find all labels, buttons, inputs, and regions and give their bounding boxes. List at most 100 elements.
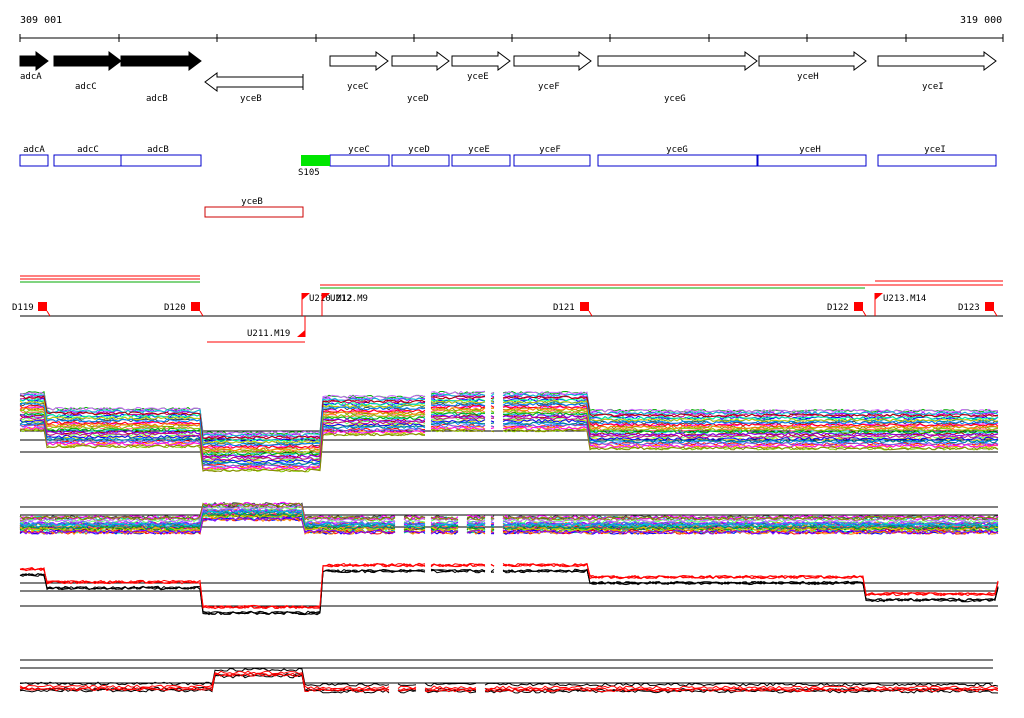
forward-box-rect-yceH[interactable] (757, 154, 867, 167)
profile-panel-2 (19, 501, 999, 536)
forward-box-rect-yceF[interactable] (513, 154, 591, 167)
forward-box-adcA[interactable]: adcA (19, 145, 49, 167)
marker-D120[interactable]: D120 (164, 302, 204, 317)
marker-tail-D121 (588, 310, 593, 317)
marker-D121[interactable]: D121 (553, 302, 593, 317)
marker-label-D123: D123 (958, 303, 980, 313)
forward-box-label-adcA: adcA (23, 145, 45, 155)
marker-flag-U211.M19[interactable] (297, 330, 305, 337)
marker-square-D119[interactable] (38, 302, 47, 311)
marker-square-D121[interactable] (580, 302, 589, 311)
profile-trace (19, 667, 999, 687)
profile-trace (19, 511, 999, 530)
gene-adcA[interactable]: adcA (19, 51, 49, 82)
gene-yceC[interactable]: yceC (329, 51, 389, 92)
marker-flag-U213.M14[interactable] (875, 293, 883, 300)
gene-arrow-yceI[interactable] (877, 51, 997, 71)
gene-track: adcA adcC adcB yceB yceC yceD yceE yceF yceG yceH… (19, 51, 997, 104)
forward-box-yceF[interactable]: yceF (513, 145, 591, 167)
forward-box-rect-yceD[interactable] (391, 154, 450, 167)
s105-highlight-box[interactable] (301, 155, 330, 166)
forward-box-rect-yceI[interactable] (877, 154, 997, 167)
gene-label-yceF: yceF (538, 82, 560, 92)
gene-yceI[interactable]: yceI (877, 51, 997, 92)
profile-trace (19, 414, 999, 459)
gene-label-yceH: yceH (797, 72, 819, 82)
gene-yceG[interactable]: yceG (597, 51, 758, 104)
forward-box-rect-yceG[interactable] (597, 154, 758, 167)
forward-box-rect-adcB[interactable] (120, 154, 202, 167)
marker-square-D123[interactable] (985, 302, 994, 311)
profile-trace (19, 569, 999, 616)
marker-flag-U212.M9[interactable] (322, 293, 330, 300)
forward-box-rect-yceC[interactable] (329, 154, 390, 167)
forward-box-adcB[interactable]: adcB (120, 145, 202, 167)
reverse-box-rect-yceB[interactable] (204, 206, 304, 218)
profile-panel-3 (19, 562, 999, 616)
s105-feature[interactable]: S105 (298, 155, 330, 178)
gene-label-yceD: yceD (407, 94, 429, 104)
ruler-end-label: 319 000 (960, 15, 1002, 26)
marker-flag-U210.M12[interactable] (302, 293, 310, 300)
marker-U211.M19[interactable]: U211.M19 (247, 316, 306, 339)
marker-D123[interactable]: D123 (958, 302, 998, 317)
forward-box-adcC[interactable]: adcC (53, 145, 122, 167)
profile-trace (19, 421, 999, 466)
gene-label-yceE: yceE (467, 72, 489, 82)
gene-yceF[interactable]: yceF (513, 51, 592, 92)
profile-trace (19, 502, 999, 521)
gene-label-yceG: yceG (664, 94, 686, 104)
gene-arrow-yceF[interactable] (513, 51, 592, 71)
profile-trace (19, 563, 999, 610)
forward-box-rect-yceE[interactable] (451, 154, 511, 167)
gene-yceD[interactable]: yceD (391, 51, 450, 104)
marker-square-D122[interactable] (854, 302, 863, 311)
forward-box-rect-adcC[interactable] (53, 154, 122, 167)
gene-arrow-yceG[interactable] (597, 51, 758, 71)
gene-adcC[interactable]: adcC (53, 51, 122, 92)
profile-panel-4 (19, 659, 999, 694)
profile-trace (19, 423, 999, 468)
profile-trace (19, 562, 999, 610)
gene-arrow-yceD[interactable] (391, 51, 450, 71)
gene-adcB[interactable]: adcB (120, 51, 202, 104)
forward-box-yceD[interactable]: yceD (391, 145, 450, 167)
marker-tail-D123 (993, 310, 998, 317)
gene-yceH[interactable]: yceH (758, 51, 867, 82)
profile-trace (19, 407, 999, 452)
profile-trace (19, 562, 999, 609)
gene-arrow-yceE[interactable] (451, 51, 511, 71)
marker-U212.M9[interactable]: U212.M9 (321, 293, 368, 316)
gene-yceE[interactable]: yceE (451, 51, 511, 82)
marker-U213.M14[interactable]: U213.M14 (874, 293, 926, 316)
forward-box-rect-adcA[interactable] (19, 154, 49, 167)
forward-box-yceE[interactable]: yceE (451, 145, 511, 167)
marker-D122[interactable]: D122 (827, 302, 867, 317)
profile-trace (19, 428, 999, 473)
ruler-ticks (19, 34, 1004, 42)
forward-box-yceH[interactable]: yceH (757, 145, 867, 167)
reverse-box-yceB[interactable]: yceB (204, 197, 304, 218)
profile-trace (19, 395, 999, 440)
marker-D119[interactable]: D119 (12, 302, 51, 317)
marker-label-U212.M9: U212.M9 (330, 294, 368, 304)
marker-square-D120[interactable] (191, 302, 200, 311)
marker-label-U211.M19: U211.M19 (247, 329, 290, 339)
forward-box-yceG[interactable]: yceG (597, 145, 758, 167)
forward-box-yceI[interactable]: yceI (877, 145, 997, 167)
gene-label-yceI: yceI (922, 82, 944, 92)
gene-arrow-yceB[interactable] (204, 72, 304, 92)
gene-arrow-yceH[interactable] (758, 51, 867, 71)
forward-box-yceC[interactable]: yceC (329, 145, 390, 167)
gene-arrow-adcB[interactable] (120, 51, 202, 71)
ruler-start-label: 309 001 (20, 15, 62, 26)
gene-arrow-adcC[interactable] (53, 51, 122, 71)
gene-arrow-yceC[interactable] (329, 51, 389, 71)
forward-box-label-yceF: yceF (539, 145, 561, 155)
reverse-box-track: yceB (204, 197, 304, 218)
gene-yceB[interactable]: yceB (204, 72, 304, 104)
marker-U210.M12[interactable]: U210.M12 (301, 293, 352, 316)
gene-label-yceC: yceC (347, 82, 369, 92)
gene-arrow-adcA[interactable] (19, 51, 49, 71)
